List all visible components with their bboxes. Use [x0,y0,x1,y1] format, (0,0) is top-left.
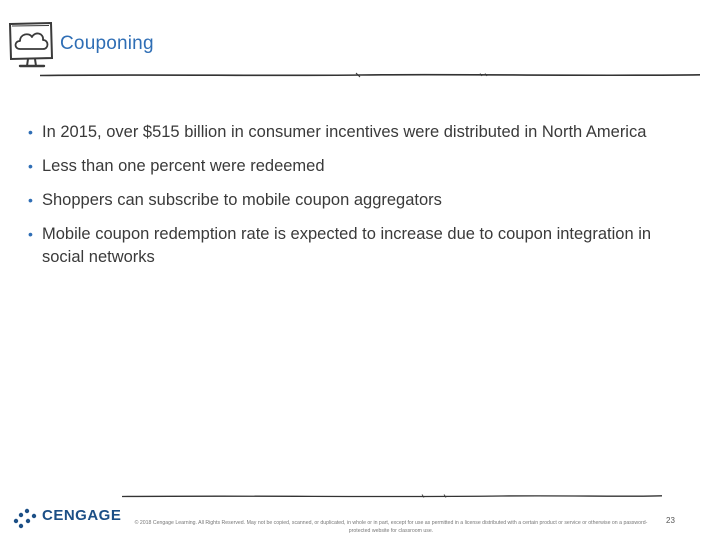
bullet-dot: • [28,158,33,174]
page-number: 23 [666,516,675,525]
bullet-item: • Less than one percent were redeemed [28,155,668,178]
bullet-list: • In 2015, over $515 billion in consumer… [28,121,668,269]
cloud-monitor-icon [8,21,54,68]
bullet-item: • Mobile coupon redemption rate is expec… [28,223,668,269]
bullet-dot: • [28,124,33,140]
bullet-text: Mobile coupon redemption rate is expecte… [42,225,652,266]
bullet-dot: • [28,192,33,208]
bullet-text: Less than one percent were redeemed [42,157,325,175]
bullet-dot: • [28,226,33,242]
cengage-logo-mark [13,508,37,529]
bullet-text: In 2015, over $515 billion in consumer i… [42,123,647,141]
cengage-logo: CENGAGE [12,502,121,530]
bullet-item: • In 2015, over $515 billion in consumer… [28,121,668,144]
bullet-text: Shoppers can subscribe to mobile coupon … [42,191,442,209]
footer-divider [122,494,662,498]
bullet-item: • Shoppers can subscribe to mobile coupo… [28,189,668,212]
copyright-notice: © 2018 Cengage Learning. All Rights Rese… [134,520,648,534]
logo-wordmark: CENGAGE [42,507,122,524]
title-divider [40,72,700,78]
slide-title: Couponing [60,33,154,54]
